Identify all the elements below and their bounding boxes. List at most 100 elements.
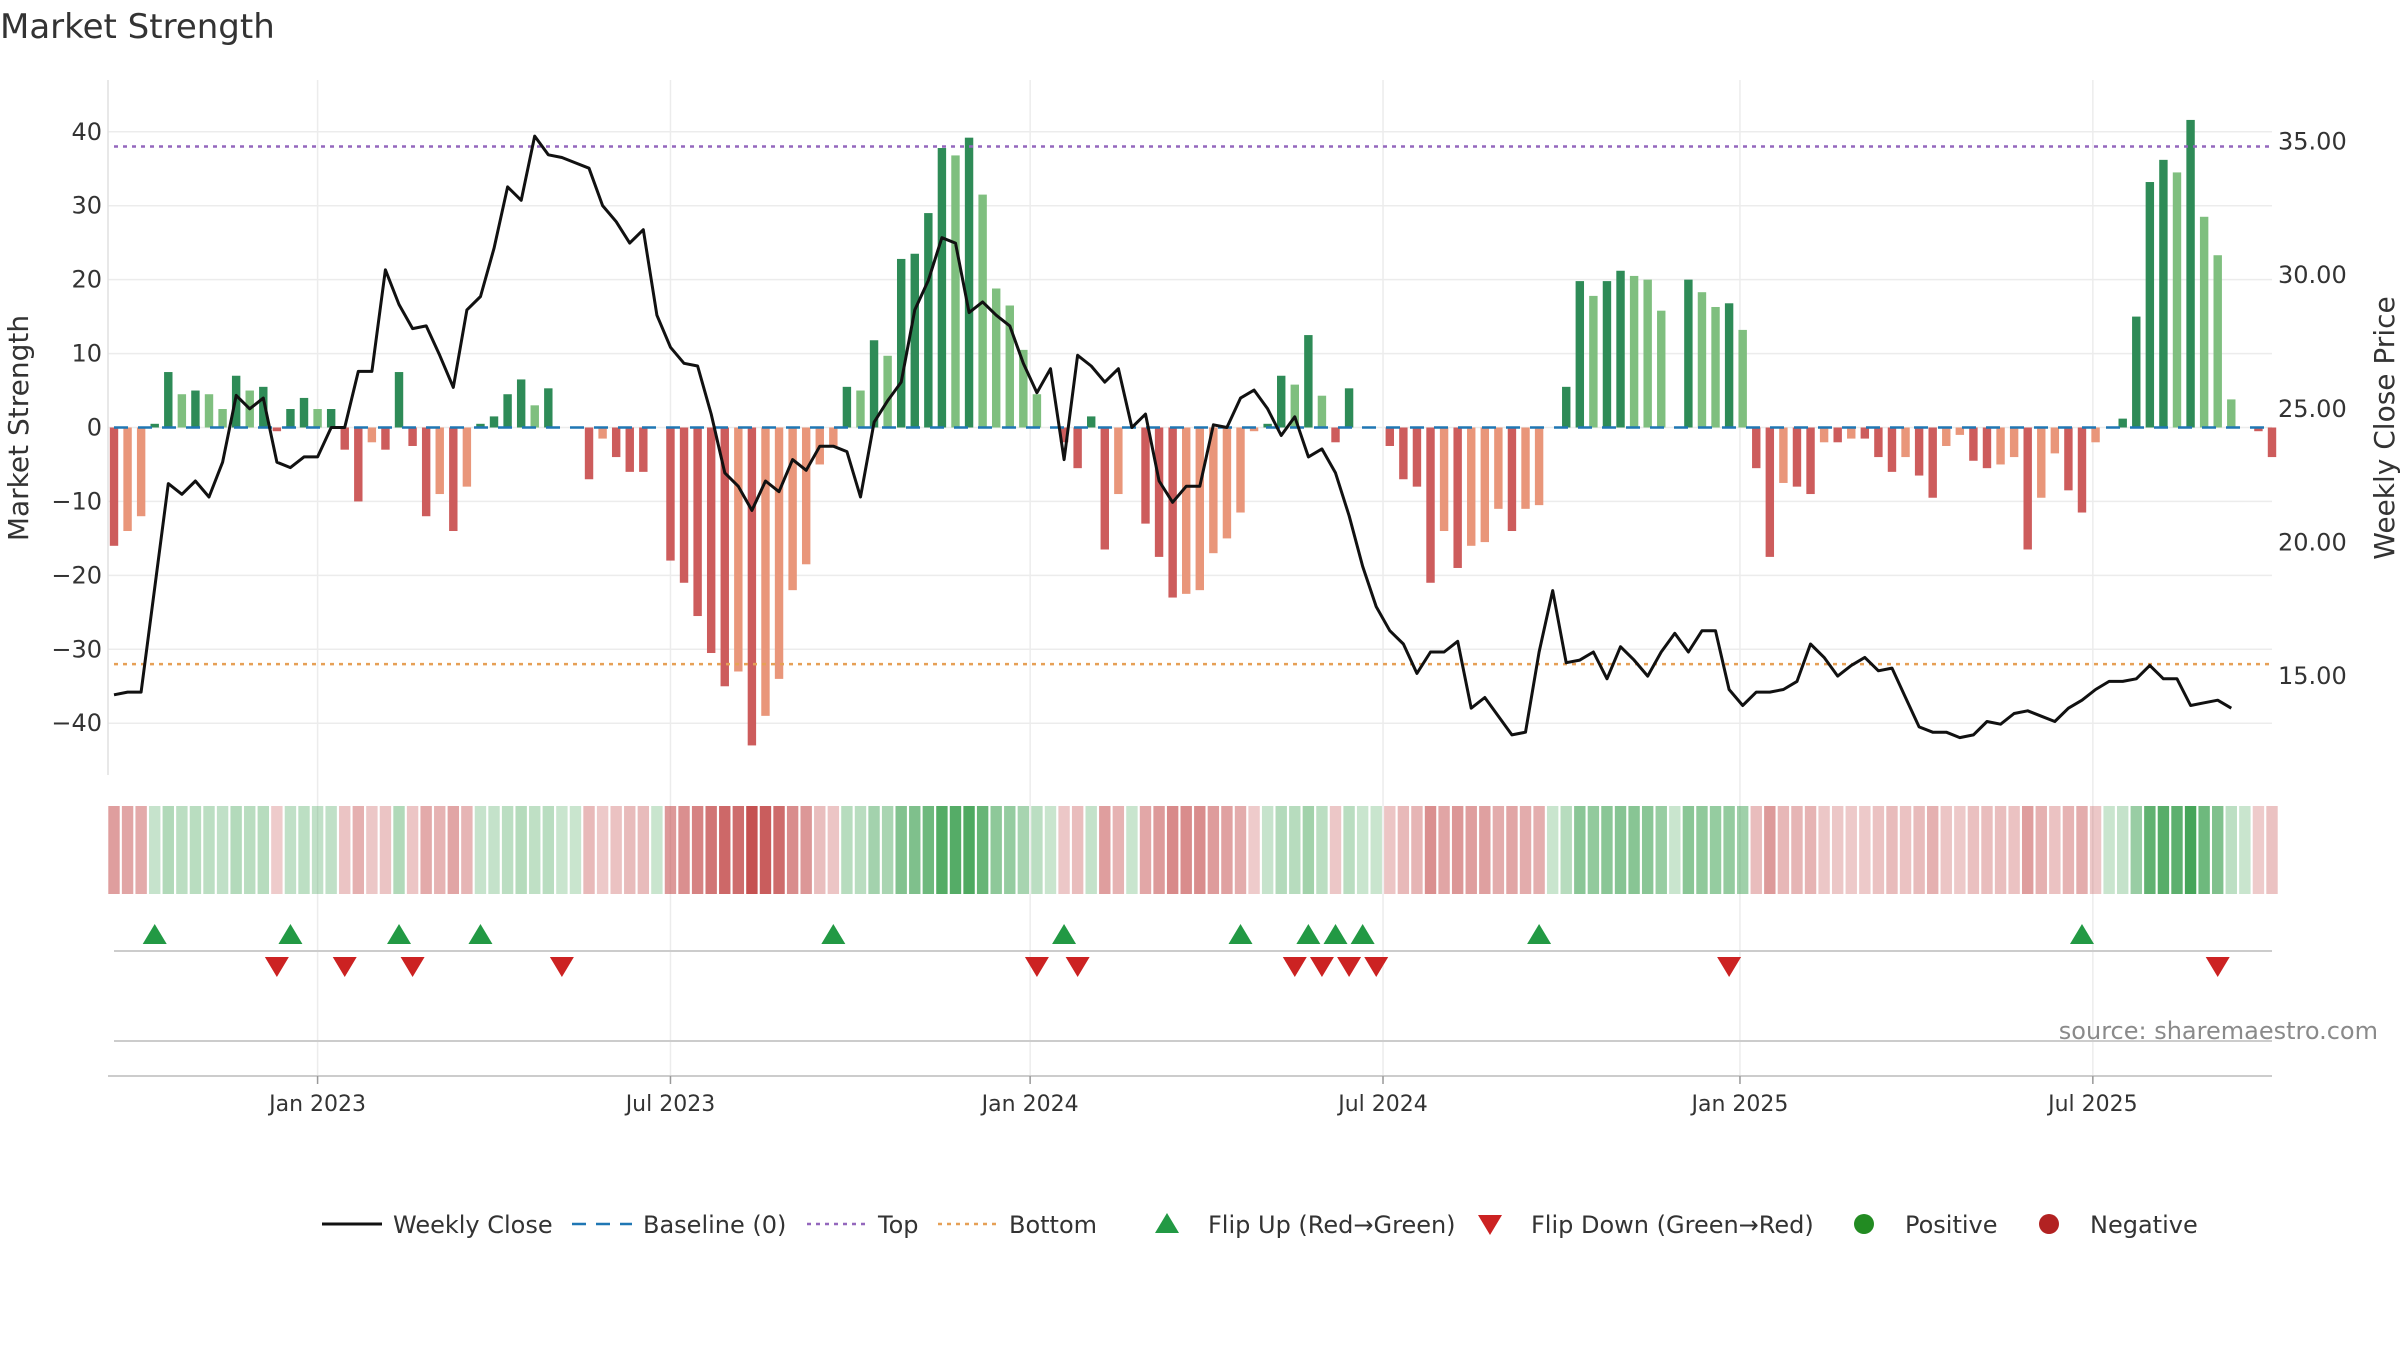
strength-bar-125	[1806, 427, 1815, 495]
strength-bar-55	[856, 390, 865, 428]
flip-up-marker-8	[1323, 924, 1348, 944]
strength-bar-129	[1860, 427, 1870, 439]
strip-cell-74	[1112, 806, 1125, 894]
strength-bar-122	[1765, 427, 1775, 557]
strip-cell-78	[1166, 806, 1179, 894]
flip-down-marker-1	[332, 957, 357, 977]
flip-down-marker-6	[1282, 957, 1307, 977]
strip-cell-102	[1492, 806, 1505, 894]
strength-bar-132	[1901, 427, 1910, 458]
strength-bar-77	[1154, 427, 1164, 557]
strip-cell-79	[1180, 806, 1192, 894]
flip-down-marker-9	[1364, 957, 1389, 977]
strip-cell-51	[800, 806, 812, 894]
strength-bar-91	[1344, 388, 1354, 428]
strip-cell-11	[257, 806, 269, 894]
strip-cell-32	[542, 806, 555, 894]
strength-bar-31	[530, 405, 539, 428]
strip-cell-3	[149, 806, 161, 894]
strength-bar-25	[449, 427, 458, 532]
flip-down-marker-7	[1309, 957, 1334, 977]
strength-bar-17	[340, 427, 349, 450]
strip-cell-30	[515, 806, 527, 894]
strength-bar-50	[788, 427, 797, 591]
strip-cell-73	[1099, 806, 1111, 894]
flip-up-marker-9	[1350, 924, 1375, 944]
y-tick-label-5: −10	[51, 487, 102, 515]
strip-cell-116	[1682, 806, 1695, 894]
strength-bar-39	[639, 427, 648, 472]
strip-cell-108	[1574, 806, 1586, 894]
strip-cell-138	[1981, 806, 1993, 894]
strength-bar-59	[910, 253, 919, 428]
strength-bar-11	[259, 386, 268, 428]
strip-cell-127	[1831, 806, 1844, 894]
flip-down-marker-10	[1717, 957, 1742, 977]
strip-cell-100	[1465, 806, 1477, 894]
flip-down-marker-3	[549, 957, 574, 977]
strength-bar-68	[1032, 394, 1042, 428]
strength-bar-86	[1277, 375, 1286, 428]
x-tick-label-3: Jul 2024	[1336, 1092, 1428, 1117]
strip-cell-101	[1479, 806, 1491, 894]
strip-cell-72	[1085, 806, 1097, 894]
strength-bar-113	[1643, 279, 1652, 428]
strip-cell-151	[2157, 806, 2170, 894]
strip-cell-92	[1356, 806, 1369, 894]
strength-bar-2	[136, 427, 146, 517]
strip-cell-150	[2144, 806, 2156, 894]
strip-cell-54	[841, 806, 853, 894]
y-tick-label-2: 20	[71, 266, 102, 294]
legend-label-0: Weekly Close	[393, 1211, 553, 1239]
strip-cell-6	[189, 806, 202, 894]
strength-bar-20	[381, 427, 390, 450]
strength-bar-16	[326, 409, 336, 428]
x-tick-label-2: Jan 2024	[980, 1092, 1079, 1117]
strength-bar-94	[1385, 427, 1395, 446]
strength-bar-53	[829, 427, 838, 446]
strip-cell-124	[1791, 806, 1803, 894]
strip-cell-24	[434, 806, 446, 894]
strength-bar-27	[476, 423, 485, 428]
weekly-close-line	[113, 134, 2233, 740]
strength-bar-57	[883, 355, 892, 428]
legend-label-7: Negative	[2090, 1211, 2198, 1239]
strip-cell-36	[596, 806, 609, 894]
strip-cell-76	[1139, 806, 1152, 894]
strip-cell-38	[624, 806, 636, 894]
strip-cell-16	[325, 806, 337, 894]
strength-bar-105	[1534, 427, 1544, 506]
strip-cell-49	[773, 806, 785, 894]
strength-bar-67	[1019, 349, 1028, 428]
strip-cell-107	[1560, 806, 1572, 894]
strip-cell-46	[732, 806, 745, 894]
strength-bar-80	[1195, 427, 1204, 591]
x-tick-label-4: Jan 2025	[1690, 1092, 1789, 1117]
strip-cell-113	[1641, 806, 1654, 894]
strip-cell-147	[2103, 806, 2115, 894]
strength-bar-47	[747, 427, 757, 746]
legend-label-4: Flip Up (Red→Green)	[1208, 1211, 1456, 1239]
strip-cell-25	[447, 806, 460, 894]
strip-cell-43	[691, 806, 704, 894]
strength-bar-78	[1168, 427, 1177, 598]
strength-bar-140	[2009, 427, 2019, 458]
strength-bar-151	[2159, 159, 2168, 428]
strength-bar-70	[1059, 427, 1069, 443]
y-tick-label-0: 40	[71, 118, 102, 146]
strip-cell-123	[1777, 806, 1790, 894]
strength-bar-41	[666, 427, 675, 561]
strength-bar-81	[1209, 427, 1218, 554]
strip-cell-157	[2239, 806, 2251, 894]
flip-down-marker-2	[400, 957, 425, 977]
flip-up-marker-1	[278, 924, 303, 944]
strip-cell-29	[501, 806, 514, 894]
strength-bar-107	[1562, 386, 1571, 428]
strip-cell-0	[108, 806, 120, 894]
legend-flip-up-swatch	[1155, 1213, 1179, 1233]
strip-cell-84	[1248, 806, 1260, 894]
strip-cell-94	[1384, 806, 1396, 894]
strength-bar-102	[1494, 427, 1503, 509]
strength-bar-136	[1955, 427, 1965, 435]
strip-cell-146	[2089, 806, 2102, 894]
